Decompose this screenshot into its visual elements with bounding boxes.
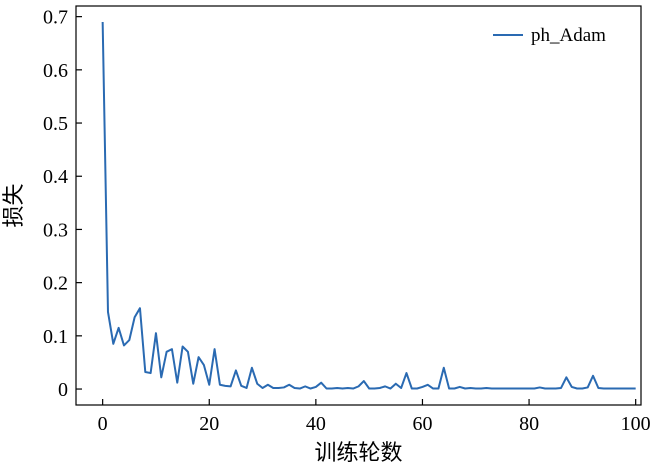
y-tick-label: 0.2 [43, 273, 68, 295]
series-layer [101, 21, 636, 390]
legend: ph_Adam [493, 25, 606, 46]
x-tick-label: 80 [519, 413, 539, 435]
y-tick-label: 0.7 [43, 7, 68, 29]
series-line-ph-adam [101, 21, 636, 390]
y-tick-label: 0.6 [43, 60, 68, 82]
y-tick-label: 0 [58, 379, 68, 401]
plot-frame [75, 5, 642, 406]
y-axis-label: 损失 [1, 183, 26, 227]
y-axis-ticks: 0 0.1 0.2 0.3 0.4 0.5 0.6 0.7 [43, 7, 82, 401]
x-tick-label: 40 [306, 413, 326, 435]
x-axis-ticks: 0 20 40 60 80 100 [98, 399, 650, 435]
x-axis-label: 训练轮数 [314, 440, 402, 465]
x-tick-label: 60 [412, 413, 432, 435]
y-tick-label: 0.5 [43, 113, 68, 135]
y-tick-label: 0.1 [43, 326, 68, 348]
y-tick-label: 0.4 [43, 166, 68, 188]
x-tick-label: 20 [199, 413, 219, 435]
legend-label-ph-adam: ph_Adam [531, 25, 606, 46]
x-tick-label: 100 [621, 413, 650, 435]
x-tick-label: 0 [98, 413, 108, 435]
y-tick-label: 0.3 [43, 219, 68, 241]
